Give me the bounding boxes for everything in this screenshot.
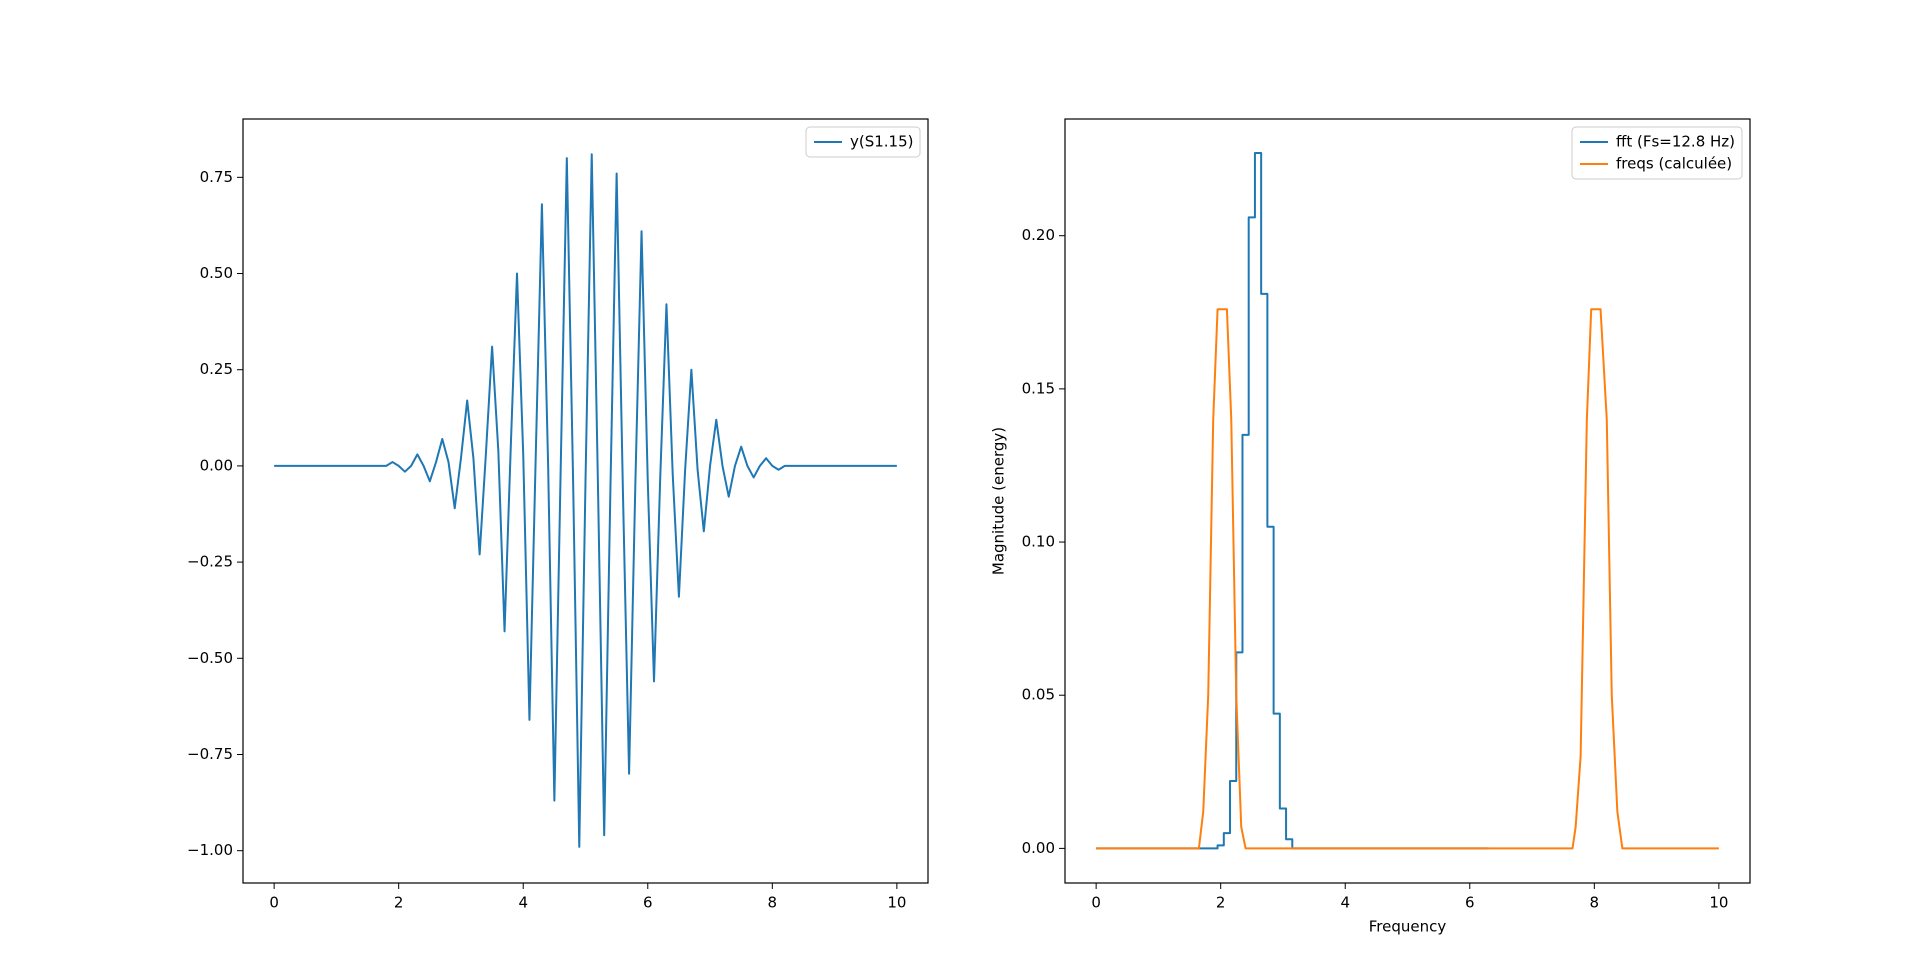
x-axis-label: Frequency <box>1369 918 1447 936</box>
y-tick-label: 0.75 <box>200 168 233 186</box>
plot-area <box>274 153 897 848</box>
x-tick-label: 10 <box>887 894 906 912</box>
legend-box <box>1571 126 1743 180</box>
legend-label: freqs (calculée) <box>1616 155 1732 173</box>
y-tick-label: 0.05 <box>1022 686 1055 704</box>
y-tick-label: 0.15 <box>1022 379 1055 397</box>
series-line <box>1096 308 1719 850</box>
plot-area <box>1096 152 1719 850</box>
series-line <box>274 153 897 848</box>
y-tick-label: 0.00 <box>200 456 233 474</box>
x-tick-label: 4 <box>518 894 528 912</box>
axes-frame <box>242 118 929 884</box>
y-tick-label: 0.50 <box>200 264 233 282</box>
series-line <box>1096 152 1489 850</box>
y-tick-label: −0.75 <box>187 745 233 763</box>
x-tick-label: 8 <box>1590 894 1600 912</box>
x-tick-label: 2 <box>394 894 404 912</box>
x-tick-label: 0 <box>269 894 279 912</box>
x-tick-label: 6 <box>643 894 653 912</box>
x-tick-label: 10 <box>1709 894 1728 912</box>
axes-frame <box>1064 118 1751 884</box>
x-tick-label: 6 <box>1465 894 1475 912</box>
y-axis-label: Magnitude (energy) <box>990 427 1008 575</box>
y-tick-label: 0.10 <box>1022 533 1055 551</box>
x-tick-label: 2 <box>1216 894 1226 912</box>
y-tick-label: 0.00 <box>1022 839 1055 857</box>
legend-label: fft (Fs=12.8 Hz) <box>1616 133 1735 151</box>
y-tick-label: 0.25 <box>200 360 233 378</box>
legend-box <box>805 126 921 158</box>
x-tick-label: 8 <box>768 894 778 912</box>
y-tick-label: 0.20 <box>1022 226 1055 244</box>
x-tick-label: 4 <box>1340 894 1350 912</box>
y-tick-label: −0.25 <box>187 553 233 571</box>
x-tick-label: 0 <box>1091 894 1101 912</box>
y-tick-label: −0.50 <box>187 649 233 667</box>
y-tick-label: −1.00 <box>187 841 233 859</box>
legend-label: y(S1.15) <box>850 133 914 151</box>
